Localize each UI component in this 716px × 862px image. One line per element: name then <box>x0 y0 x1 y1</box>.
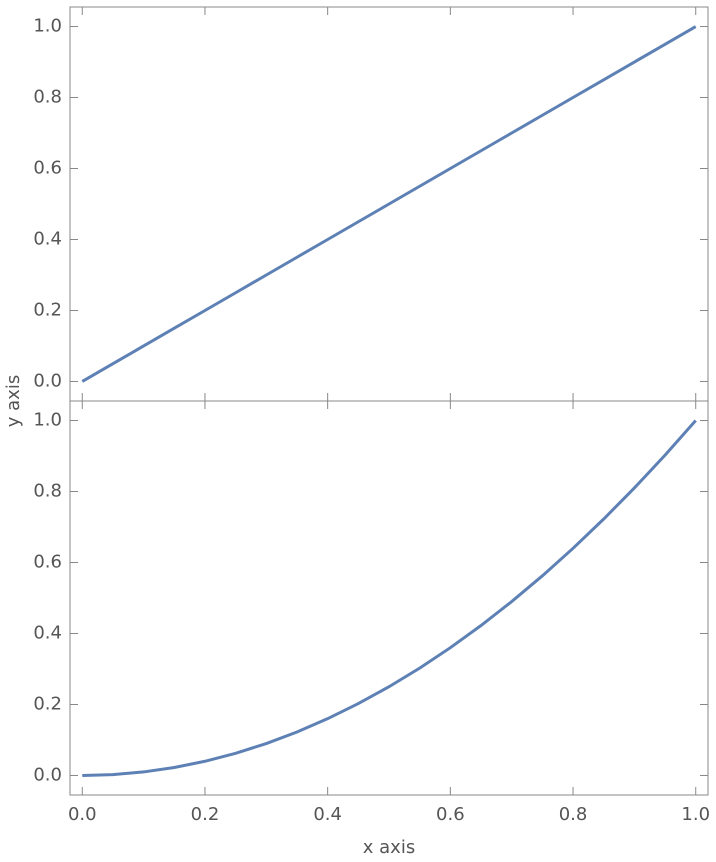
data-line <box>82 419 697 777</box>
y-tick-label: 0.4 <box>33 622 62 643</box>
x-tick-label: 0.8 <box>559 804 588 825</box>
x-axis-label: x axis <box>363 837 415 858</box>
y-tick-label: 0.4 <box>33 228 62 249</box>
y-axis-label: y axis <box>3 375 24 427</box>
x-tick-label: 1.0 <box>681 804 710 825</box>
data-line <box>81 25 697 383</box>
x-tick-label: 0.4 <box>313 804 342 825</box>
y-tick-label: 0.0 <box>33 764 62 785</box>
y-tick-label: 1.0 <box>33 410 62 431</box>
x-tick-label: 0.0 <box>68 804 97 825</box>
plot-frame <box>69 400 709 796</box>
y-tick-label: 0.6 <box>33 158 62 179</box>
y-tick-label: 0.2 <box>33 693 62 714</box>
x-tick-label: 0.6 <box>436 804 465 825</box>
y-tick-label: 0.8 <box>33 481 62 502</box>
y-tick-label: 1.0 <box>33 16 62 37</box>
y-tick-label: 0.6 <box>33 552 62 573</box>
y-tick-label: 0.0 <box>33 370 62 391</box>
y-tick-label: 0.2 <box>33 299 62 320</box>
x-tick-label: 0.2 <box>191 804 220 825</box>
y-tick-label: 0.8 <box>33 87 62 108</box>
